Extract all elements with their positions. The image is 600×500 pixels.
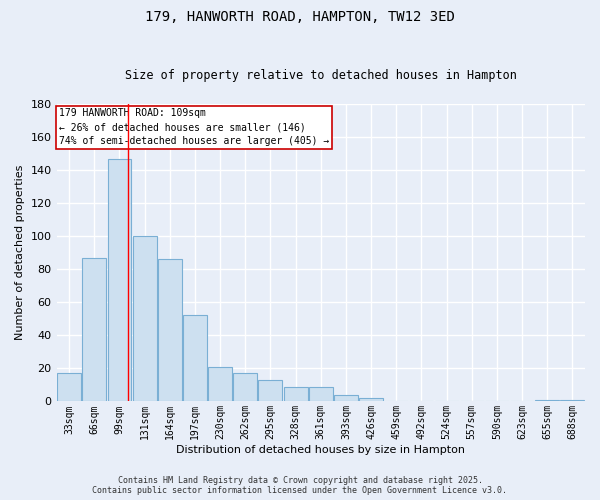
Title: Size of property relative to detached houses in Hampton: Size of property relative to detached ho… [125, 69, 517, 82]
Bar [133, 236, 157, 402]
Bar [284, 386, 308, 402]
Bar [535, 400, 559, 402]
X-axis label: Distribution of detached houses by size in Hampton: Distribution of detached houses by size … [176, 445, 465, 455]
Text: 179 HANWORTH ROAD: 109sqm
← 26% of detached houses are smaller (146)
74% of semi: 179 HANWORTH ROAD: 109sqm ← 26% of detac… [59, 108, 329, 146]
Bar [334, 395, 358, 402]
Bar [208, 366, 232, 402]
Text: Contains HM Land Registry data © Crown copyright and database right 2025.
Contai: Contains HM Land Registry data © Crown c… [92, 476, 508, 495]
Bar [259, 380, 283, 402]
Y-axis label: Number of detached properties: Number of detached properties [15, 165, 25, 340]
Bar [309, 386, 333, 402]
Bar [560, 400, 584, 402]
Bar [359, 398, 383, 402]
Bar [233, 374, 257, 402]
Bar [57, 374, 81, 402]
Bar [82, 258, 106, 402]
Bar [158, 260, 182, 402]
Bar [107, 158, 131, 402]
Text: 179, HANWORTH ROAD, HAMPTON, TW12 3ED: 179, HANWORTH ROAD, HAMPTON, TW12 3ED [145, 10, 455, 24]
Bar [183, 316, 207, 402]
